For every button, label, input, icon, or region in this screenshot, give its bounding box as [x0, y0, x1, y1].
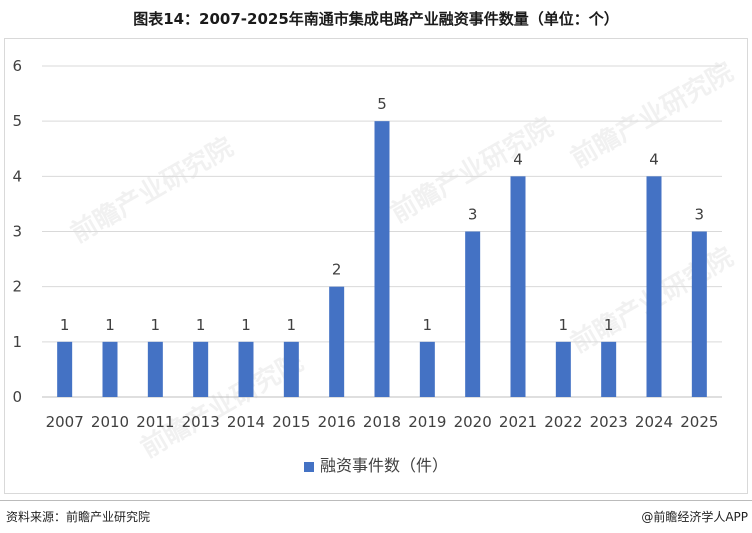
data-label: 1 [423, 316, 433, 334]
data-label: 3 [695, 206, 705, 224]
bar [329, 286, 345, 397]
x-tick-label: 2020 [454, 413, 492, 431]
bar [601, 341, 617, 397]
x-tick-label: 2022 [544, 413, 582, 431]
y-tick-label: 0 [12, 388, 22, 406]
bar [691, 231, 707, 397]
legend-swatch [303, 461, 314, 472]
bar [465, 231, 481, 397]
bar [147, 341, 163, 397]
bar [419, 341, 435, 397]
x-tick-label: 2023 [590, 413, 628, 431]
x-tick-label: 2011 [136, 413, 174, 431]
data-label: 1 [287, 316, 297, 334]
y-tick-label: 1 [12, 333, 22, 351]
bar [102, 341, 118, 397]
data-label: 1 [559, 316, 569, 334]
data-label: 1 [604, 316, 614, 334]
bar [193, 341, 209, 397]
source-note: 资料来源：前瞻产业研究院 [6, 510, 151, 524]
data-label: 1 [151, 316, 161, 334]
x-tick-label: 2018 [363, 413, 401, 431]
x-tick-label: 2019 [408, 413, 446, 431]
bar [510, 176, 526, 397]
y-tick-label: 4 [12, 167, 22, 185]
x-tick-label: 2024 [635, 413, 673, 431]
data-label: 3 [468, 206, 478, 224]
x-tick-label: 2025 [680, 413, 718, 431]
data-label: 4 [649, 150, 659, 168]
y-tick-label: 5 [12, 112, 22, 130]
bar [555, 341, 571, 397]
x-tick-label: 2015 [272, 413, 310, 431]
x-tick-label: 2013 [182, 413, 220, 431]
data-label: 4 [513, 150, 523, 168]
footer-divider [0, 500, 752, 501]
data-label: 2 [332, 261, 342, 279]
bar [283, 341, 299, 397]
x-tick-label: 2016 [318, 413, 356, 431]
chart-frame [4, 38, 748, 494]
x-tick-label: 2007 [46, 413, 84, 431]
chart-title: 图表14：2007-2025年南通市集成电路产业融资事件数量（单位：个） [133, 10, 619, 28]
data-label: 1 [196, 316, 206, 334]
bar [374, 121, 390, 398]
bar [646, 176, 662, 397]
bar [57, 341, 73, 397]
legend: 融资事件数（件） [0, 452, 752, 476]
credit-note: @前瞻经济学人APP [641, 510, 748, 524]
y-tick-label: 6 [12, 57, 22, 75]
y-tick-label: 2 [12, 278, 22, 296]
x-tick-label: 2021 [499, 413, 537, 431]
x-tick-label: 2014 [227, 413, 265, 431]
legend-label: 融资事件数（件） [319, 456, 448, 475]
data-label: 1 [241, 316, 251, 334]
bar [238, 341, 254, 397]
data-label: 5 [377, 95, 387, 113]
data-label: 1 [105, 316, 115, 334]
data-label: 1 [60, 316, 70, 334]
y-tick-label: 3 [12, 223, 22, 241]
x-tick-label: 2010 [91, 413, 129, 431]
